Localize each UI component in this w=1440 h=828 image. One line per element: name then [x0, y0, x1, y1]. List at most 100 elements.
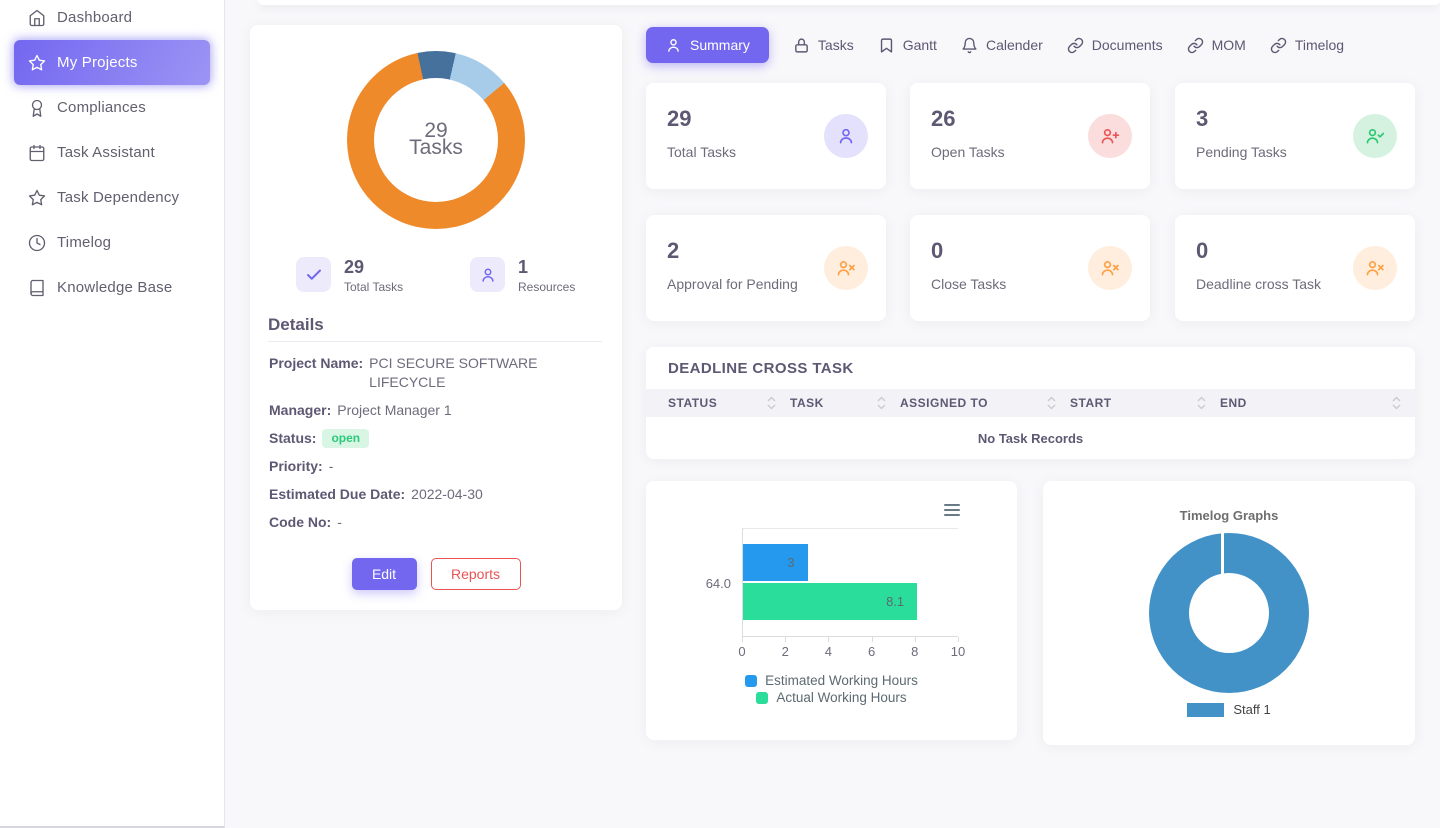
- detail-row-due-date: Estimated Due Date: 2022-04-30: [269, 486, 483, 502]
- sort-icon[interactable]: [1392, 396, 1401, 410]
- sort-icon[interactable]: [877, 396, 886, 410]
- legend-label: Staff 1: [1233, 702, 1271, 717]
- actual-hours-bar: 8.1: [743, 583, 918, 620]
- sidebar-item-knowledge-base[interactable]: Knowledge Base: [14, 265, 210, 310]
- legend-label: Actual Working Hours: [776, 690, 907, 705]
- tab-timelog[interactable]: Timelog: [1270, 37, 1344, 54]
- timelog-legend-swatch: [1187, 702, 1225, 717]
- user-plus-icon: [1088, 114, 1132, 158]
- sidebar-item-label: Task Assistant: [57, 144, 155, 161]
- column-header-assigned-to[interactable]: ASSIGNED TO: [900, 396, 1070, 410]
- user-icon: [824, 114, 868, 158]
- column-header-end[interactable]: END: [1220, 396, 1415, 410]
- stat-value: 1: [518, 257, 529, 277]
- sidebar-item-task-dependency[interactable]: Task Dependency: [14, 175, 210, 220]
- column-header-task[interactable]: TASK: [790, 396, 900, 410]
- tab-calender[interactable]: Calender: [961, 37, 1043, 54]
- tab-tasks[interactable]: Tasks: [793, 37, 854, 54]
- stat-value: 29: [344, 257, 365, 277]
- user-check-icon: [1353, 114, 1397, 158]
- sidebar-item-my-projects[interactable]: My Projects: [14, 40, 210, 85]
- donut-center-value: 29: [424, 119, 448, 142]
- stat-label: Total Tasks: [344, 280, 404, 294]
- project-summary-card: 29 Tasks 29 Total Tasks 1 Resources Deta…: [250, 25, 622, 610]
- tab-label: Calender: [985, 37, 1043, 53]
- table-empty-message: No Task Records: [977, 430, 1084, 446]
- stat-label: Deadline cross Task: [1196, 276, 1322, 292]
- chart-menu-icon[interactable]: [944, 504, 960, 519]
- details-divider: [268, 341, 602, 342]
- y-axis-category-label: 64.0: [705, 576, 731, 591]
- timelog-graphs-card: Timelog Graphs Staff 1: [1043, 481, 1415, 745]
- tab-gantt[interactable]: Gantt: [878, 37, 937, 54]
- legend-swatch: [756, 691, 769, 704]
- x-axis-tick-marks: [742, 637, 959, 642]
- sidebar-item-label: Task Dependency: [57, 189, 180, 206]
- sidebar-item-label: My Projects: [57, 54, 138, 71]
- stat-label: Approval for Pending: [667, 276, 798, 292]
- detail-row-code-no: Code No: -: [269, 514, 342, 530]
- link-icon: [1067, 37, 1084, 54]
- sidebar-item-task-assistant[interactable]: Task Assistant: [14, 130, 210, 175]
- tab-label: Gantt: [902, 37, 937, 53]
- sidebar-item-label: Dashboard: [57, 9, 133, 26]
- link-icon: [1187, 37, 1204, 54]
- chart-title: Timelog Graphs: [1179, 508, 1279, 523]
- timelog-donut-hole: [1189, 573, 1269, 653]
- link-icon: [1270, 37, 1287, 54]
- x-axis-tick-labels: 0 2 4 6 8 10: [738, 644, 966, 659]
- timelog-donut: [1149, 533, 1309, 693]
- column-header-status[interactable]: STATUS: [668, 396, 790, 410]
- sidebar-item-label: Compliances: [57, 99, 146, 116]
- tab-mom[interactable]: MOM: [1187, 37, 1246, 54]
- clock-icon: [28, 234, 46, 252]
- calendar-icon: [28, 144, 46, 162]
- legend-item-estimated[interactable]: Estimated Working Hours: [646, 672, 1017, 689]
- user-icon: [665, 37, 682, 54]
- top-card-remnant: [258, 0, 1440, 5]
- tab-label: Timelog: [1294, 37, 1345, 53]
- project-card-actions: Edit Reports: [250, 558, 622, 590]
- star-icon: [28, 54, 46, 72]
- project-tabs: Summary Tasks Gantt Calender Documents: [646, 27, 1344, 63]
- sidebar-item-timelog[interactable]: Timelog: [14, 220, 210, 265]
- bookmark-icon: [878, 37, 895, 54]
- tab-summary[interactable]: Summary: [646, 27, 769, 63]
- project-details: Project Name: PCI SECURE SOFTWARE LIFECY…: [269, 354, 605, 541]
- stat-label: Pending Tasks: [1196, 144, 1287, 160]
- sort-icon[interactable]: [1197, 396, 1206, 410]
- stat-label: Open Tasks: [931, 144, 1005, 160]
- user-x-icon: [824, 246, 868, 290]
- table-header-row: STATUS TASK ASSIGNED TO START END: [646, 389, 1415, 417]
- donut-center-label: Tasks: [409, 136, 463, 159]
- column-header-start[interactable]: START: [1070, 396, 1220, 410]
- stat-label: Close Tasks: [931, 276, 1007, 292]
- tab-label: MOM: [1211, 37, 1246, 53]
- detail-row-project-name: Project Name: PCI SECURE SOFTWARE LIFECY…: [269, 355, 538, 390]
- status-badge: open: [322, 429, 370, 448]
- detail-row-status: Status: open: [269, 429, 605, 448]
- tab-label: Summary: [690, 37, 750, 53]
- user-x-icon: [1088, 246, 1132, 290]
- sort-icon[interactable]: [1047, 396, 1056, 410]
- stat-label: Resources: [518, 280, 576, 294]
- edit-button[interactable]: Edit: [351, 558, 417, 590]
- bar-value-label: 8.1: [886, 594, 905, 609]
- bar-value-label: 3: [787, 555, 795, 570]
- sidebar-item-label: Knowledge Base: [57, 279, 173, 296]
- detail-row-manager: Manager: Project Manager 1: [269, 402, 452, 418]
- timelog-legend[interactable]: Staff 1: [1043, 702, 1415, 717]
- sort-icon[interactable]: [767, 396, 776, 410]
- stat-card-open-tasks: 26 Open Tasks: [910, 83, 1150, 189]
- sidebar: Dashboard My Projects Compliances Task A…: [0, 0, 225, 828]
- reports-button[interactable]: Reports: [430, 558, 521, 590]
- check-icon: [296, 257, 331, 292]
- sidebar-item-compliances[interactable]: Compliances: [14, 85, 210, 130]
- stat-card-deadline-cross: 0 Deadline cross Task: [1175, 215, 1415, 321]
- tab-documents[interactable]: Documents: [1067, 37, 1163, 54]
- stat-card-approval-pending: 2 Approval for Pending: [646, 215, 886, 321]
- user-x-icon: [1353, 246, 1397, 290]
- sidebar-item-dashboard[interactable]: Dashboard: [14, 0, 210, 40]
- stat-value: 29: [667, 106, 692, 131]
- legend-item-actual[interactable]: Actual Working Hours: [646, 689, 1017, 706]
